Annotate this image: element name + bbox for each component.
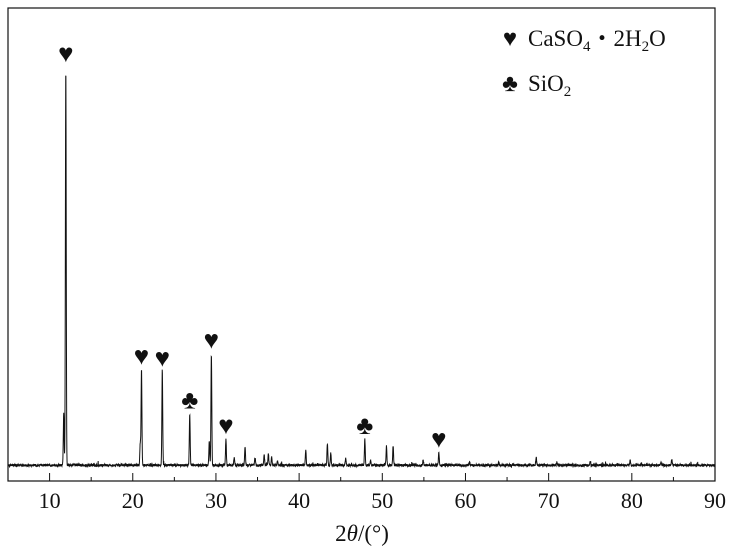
legend-label: SiO2 bbox=[528, 71, 571, 100]
gypsum-peak-marker: ♥ bbox=[218, 411, 233, 440]
gypsum-peak-marker: ♥ bbox=[431, 424, 446, 453]
legend: ♥ CaSO4・2H2O ♣ SiO2 bbox=[502, 26, 666, 100]
legend-symbol: ♥ bbox=[503, 26, 517, 52]
x-tick-label: 60 bbox=[454, 488, 476, 513]
quartz-peak-marker: ♣ bbox=[356, 411, 373, 440]
x-tick-label: 90 bbox=[704, 488, 726, 513]
legend-symbol: ♣ bbox=[502, 71, 518, 97]
x-tick-label: 10 bbox=[39, 488, 61, 513]
x-tick-label: 80 bbox=[621, 488, 643, 513]
x-tick-label: 20 bbox=[122, 488, 144, 513]
x-tick-label: 70 bbox=[538, 488, 560, 513]
x-tick-label: 50 bbox=[371, 488, 393, 513]
x-tick-label: 40 bbox=[288, 488, 310, 513]
x-axis-label: 2θ/(°) bbox=[335, 521, 389, 546]
xrd-pattern-line bbox=[7, 75, 716, 469]
gypsum-peak-marker: ♥ bbox=[204, 326, 219, 355]
gypsum-peak-marker: ♥ bbox=[134, 341, 149, 370]
gypsum-peak-marker: ♥ bbox=[155, 343, 170, 372]
plot-frame bbox=[7, 7, 716, 482]
x-tick-label: 30 bbox=[205, 488, 227, 513]
gypsum-peak-marker: ♥ bbox=[58, 39, 73, 68]
quartz-peak-marker: ♣ bbox=[181, 385, 198, 414]
x-axis-tick-labels: 10 20 30 40 50 60 70 80 90 bbox=[39, 488, 726, 513]
legend-label: CaSO4・2H2O bbox=[528, 26, 666, 55]
x-axis-ticks bbox=[7, 473, 716, 481]
peak-markers: ♥♥ ♥♣♥♥ ♣ ♥ bbox=[58, 39, 446, 453]
